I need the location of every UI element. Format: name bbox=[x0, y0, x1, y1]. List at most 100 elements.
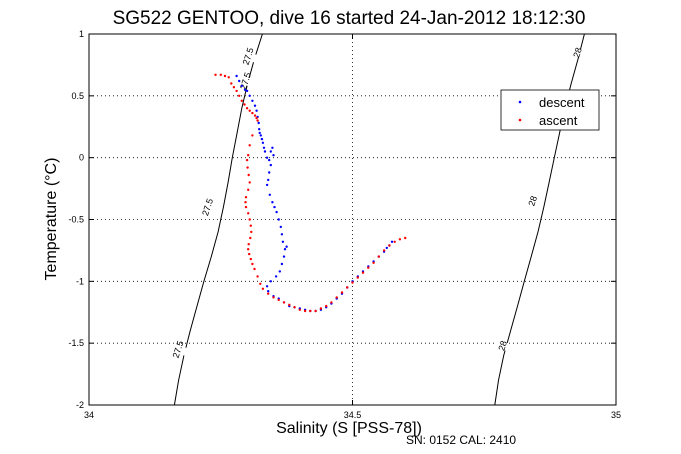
descent-point bbox=[267, 178, 270, 182]
ascent-point bbox=[356, 276, 359, 279]
ascent-point bbox=[393, 240, 396, 243]
descent-point bbox=[259, 134, 262, 137]
ascent-point bbox=[293, 306, 296, 309]
ascent-point bbox=[253, 114, 257, 117]
descent-point bbox=[243, 88, 247, 91]
ascent-point bbox=[235, 89, 238, 93]
ascent-point bbox=[232, 86, 236, 89]
ascent-point bbox=[238, 94, 241, 98]
ascent-point bbox=[361, 271, 365, 274]
contour-label-mask bbox=[197, 200, 218, 214]
contour-label: 28 bbox=[496, 339, 509, 352]
ascent-point bbox=[272, 296, 275, 299]
y-axis-label: Temperature (°C) bbox=[43, 158, 60, 281]
ascent-point bbox=[282, 301, 286, 304]
ascent-point bbox=[404, 236, 407, 240]
contour-label-mask bbox=[238, 49, 258, 63]
legend-marker-ascent bbox=[518, 118, 522, 122]
descent-point bbox=[273, 205, 276, 209]
descent-point bbox=[269, 150, 272, 153]
ascent-point bbox=[309, 309, 312, 313]
y-tick-label: -1 bbox=[76, 276, 84, 286]
descent-point bbox=[251, 99, 254, 103]
x-tick-label: 35 bbox=[611, 410, 621, 420]
y-tick-label: -2 bbox=[76, 400, 84, 410]
descent-point bbox=[257, 121, 260, 125]
ascent-point bbox=[372, 261, 375, 264]
ascent-point bbox=[351, 281, 354, 284]
descent-point bbox=[248, 94, 251, 98]
y-tick-label: -0.5 bbox=[68, 215, 84, 225]
ascent-point bbox=[335, 296, 338, 299]
ascent-point bbox=[298, 308, 301, 311]
y-tick-label: 1 bbox=[79, 29, 84, 39]
chart-title: SG522 GENTOO, dive 16 started 24-Jan-201… bbox=[113, 8, 586, 29]
contour-line-27.5 bbox=[173, 33, 263, 406]
descent-point bbox=[282, 255, 286, 258]
ascent-point bbox=[303, 309, 307, 313]
ascent-point bbox=[346, 286, 349, 289]
ascent-point bbox=[251, 262, 254, 266]
ascent-point bbox=[330, 301, 333, 304]
ascent-point bbox=[267, 292, 270, 295]
descent-point bbox=[277, 218, 280, 221]
ascent-point bbox=[249, 257, 252, 261]
contour-label: 28 bbox=[571, 46, 584, 59]
legend-box bbox=[500, 89, 600, 131]
ascent-point bbox=[319, 307, 323, 310]
ascent-point bbox=[367, 266, 370, 269]
descent-point bbox=[262, 146, 266, 149]
descent-point bbox=[255, 109, 258, 112]
ascent-point bbox=[249, 224, 252, 227]
descent-point bbox=[281, 240, 285, 243]
descent-point bbox=[274, 275, 278, 278]
x-tick-label: 34 bbox=[84, 410, 94, 420]
ascent-point bbox=[248, 252, 251, 256]
ascent-point bbox=[244, 196, 248, 199]
ascent-point bbox=[248, 109, 251, 112]
descent-point bbox=[263, 150, 267, 153]
descent-point bbox=[279, 225, 282, 229]
descent-point bbox=[265, 285, 269, 288]
ascent-point bbox=[247, 248, 250, 251]
ascent-point bbox=[243, 103, 246, 106]
serial-calibration-footer: SN: 0152 CAL: 2410 bbox=[406, 433, 516, 447]
ascent-point bbox=[230, 82, 233, 85]
legend-marker-descent bbox=[518, 100, 522, 104]
legend-label-ascent: ascent bbox=[539, 113, 578, 128]
descent-point bbox=[235, 74, 238, 78]
ascent-point bbox=[248, 144, 251, 147]
legend-label-descent: descent bbox=[539, 95, 585, 110]
ascent-point bbox=[388, 244, 391, 247]
descent-point bbox=[253, 104, 257, 107]
x-axis-label: Salinity (S [PSS-78]) bbox=[276, 420, 422, 437]
ascent-point bbox=[255, 116, 258, 120]
contour-label-mask bbox=[567, 45, 588, 60]
y-tick-label: -1.5 bbox=[68, 338, 84, 348]
descent-point bbox=[258, 128, 261, 131]
axis-ticks: 34 34.5 35 -2 -1.5 -1 -0.5 0 0.5 1 bbox=[68, 29, 621, 420]
x-tick-label: 34.5 bbox=[344, 410, 362, 420]
ascent-point bbox=[256, 119, 259, 122]
descent-point bbox=[268, 158, 271, 162]
descent-point bbox=[268, 193, 271, 196]
descent-point bbox=[258, 131, 261, 135]
ascent-point bbox=[244, 201, 247, 204]
descent-point bbox=[390, 240, 394, 243]
ascent-point bbox=[248, 181, 251, 184]
contour-label-mask bbox=[522, 194, 543, 208]
descent-point bbox=[240, 84, 243, 88]
ascent-point bbox=[247, 188, 250, 191]
ascent-point bbox=[247, 212, 250, 215]
descent-point bbox=[280, 233, 284, 236]
ascent-point bbox=[214, 73, 217, 77]
ascent-point bbox=[259, 282, 262, 285]
descent-point bbox=[261, 141, 265, 144]
y-tick-label: 0 bbox=[79, 153, 84, 163]
descent-point bbox=[283, 248, 287, 251]
data-series bbox=[214, 73, 407, 313]
descent-point bbox=[268, 171, 271, 174]
ascent-point bbox=[340, 291, 344, 294]
